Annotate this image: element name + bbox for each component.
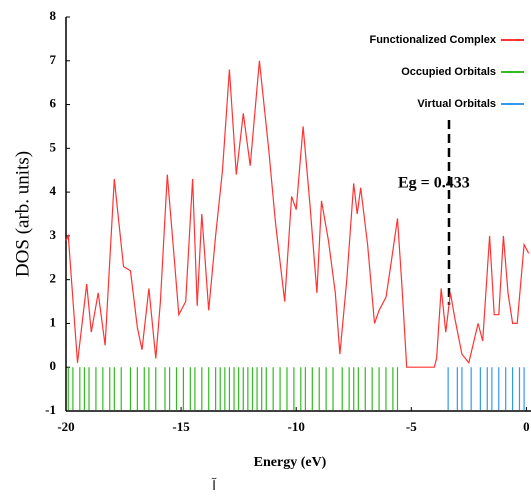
x-tick-label: -15	[172, 419, 190, 434]
x-tick-label: -10	[288, 419, 305, 434]
caption: آ	[211, 477, 217, 493]
legend-label: Virtual Orbitals	[417, 98, 496, 110]
y-axis-label: DOS (arb. units)	[12, 151, 33, 277]
y-tick-label: 3	[50, 227, 57, 242]
y-tick-label: 6	[50, 96, 57, 111]
y-tick-label: 7	[50, 52, 57, 67]
dos-line	[65, 60, 530, 368]
y-tick-label: 2	[50, 271, 57, 286]
x-tick-label: 0	[523, 419, 530, 434]
y-tick-label: 1	[50, 314, 57, 329]
y-tick-label: -1	[45, 402, 56, 417]
y-tick-label: 5	[50, 139, 57, 154]
legend-label: Occupied Orbitals	[401, 66, 496, 78]
y-tick-label: 0	[50, 358, 57, 373]
x-axis-label: Energy (eV)	[254, 455, 327, 470]
x-tick-label: -5	[406, 419, 417, 434]
y-tick-label: 8	[50, 8, 57, 23]
legend-label: Functionalized Complex	[369, 34, 496, 46]
gap-annotation: Eg = 0.433	[398, 175, 470, 192]
x-tick-label: -20	[57, 419, 74, 434]
y-tick-label: 4	[50, 183, 57, 198]
